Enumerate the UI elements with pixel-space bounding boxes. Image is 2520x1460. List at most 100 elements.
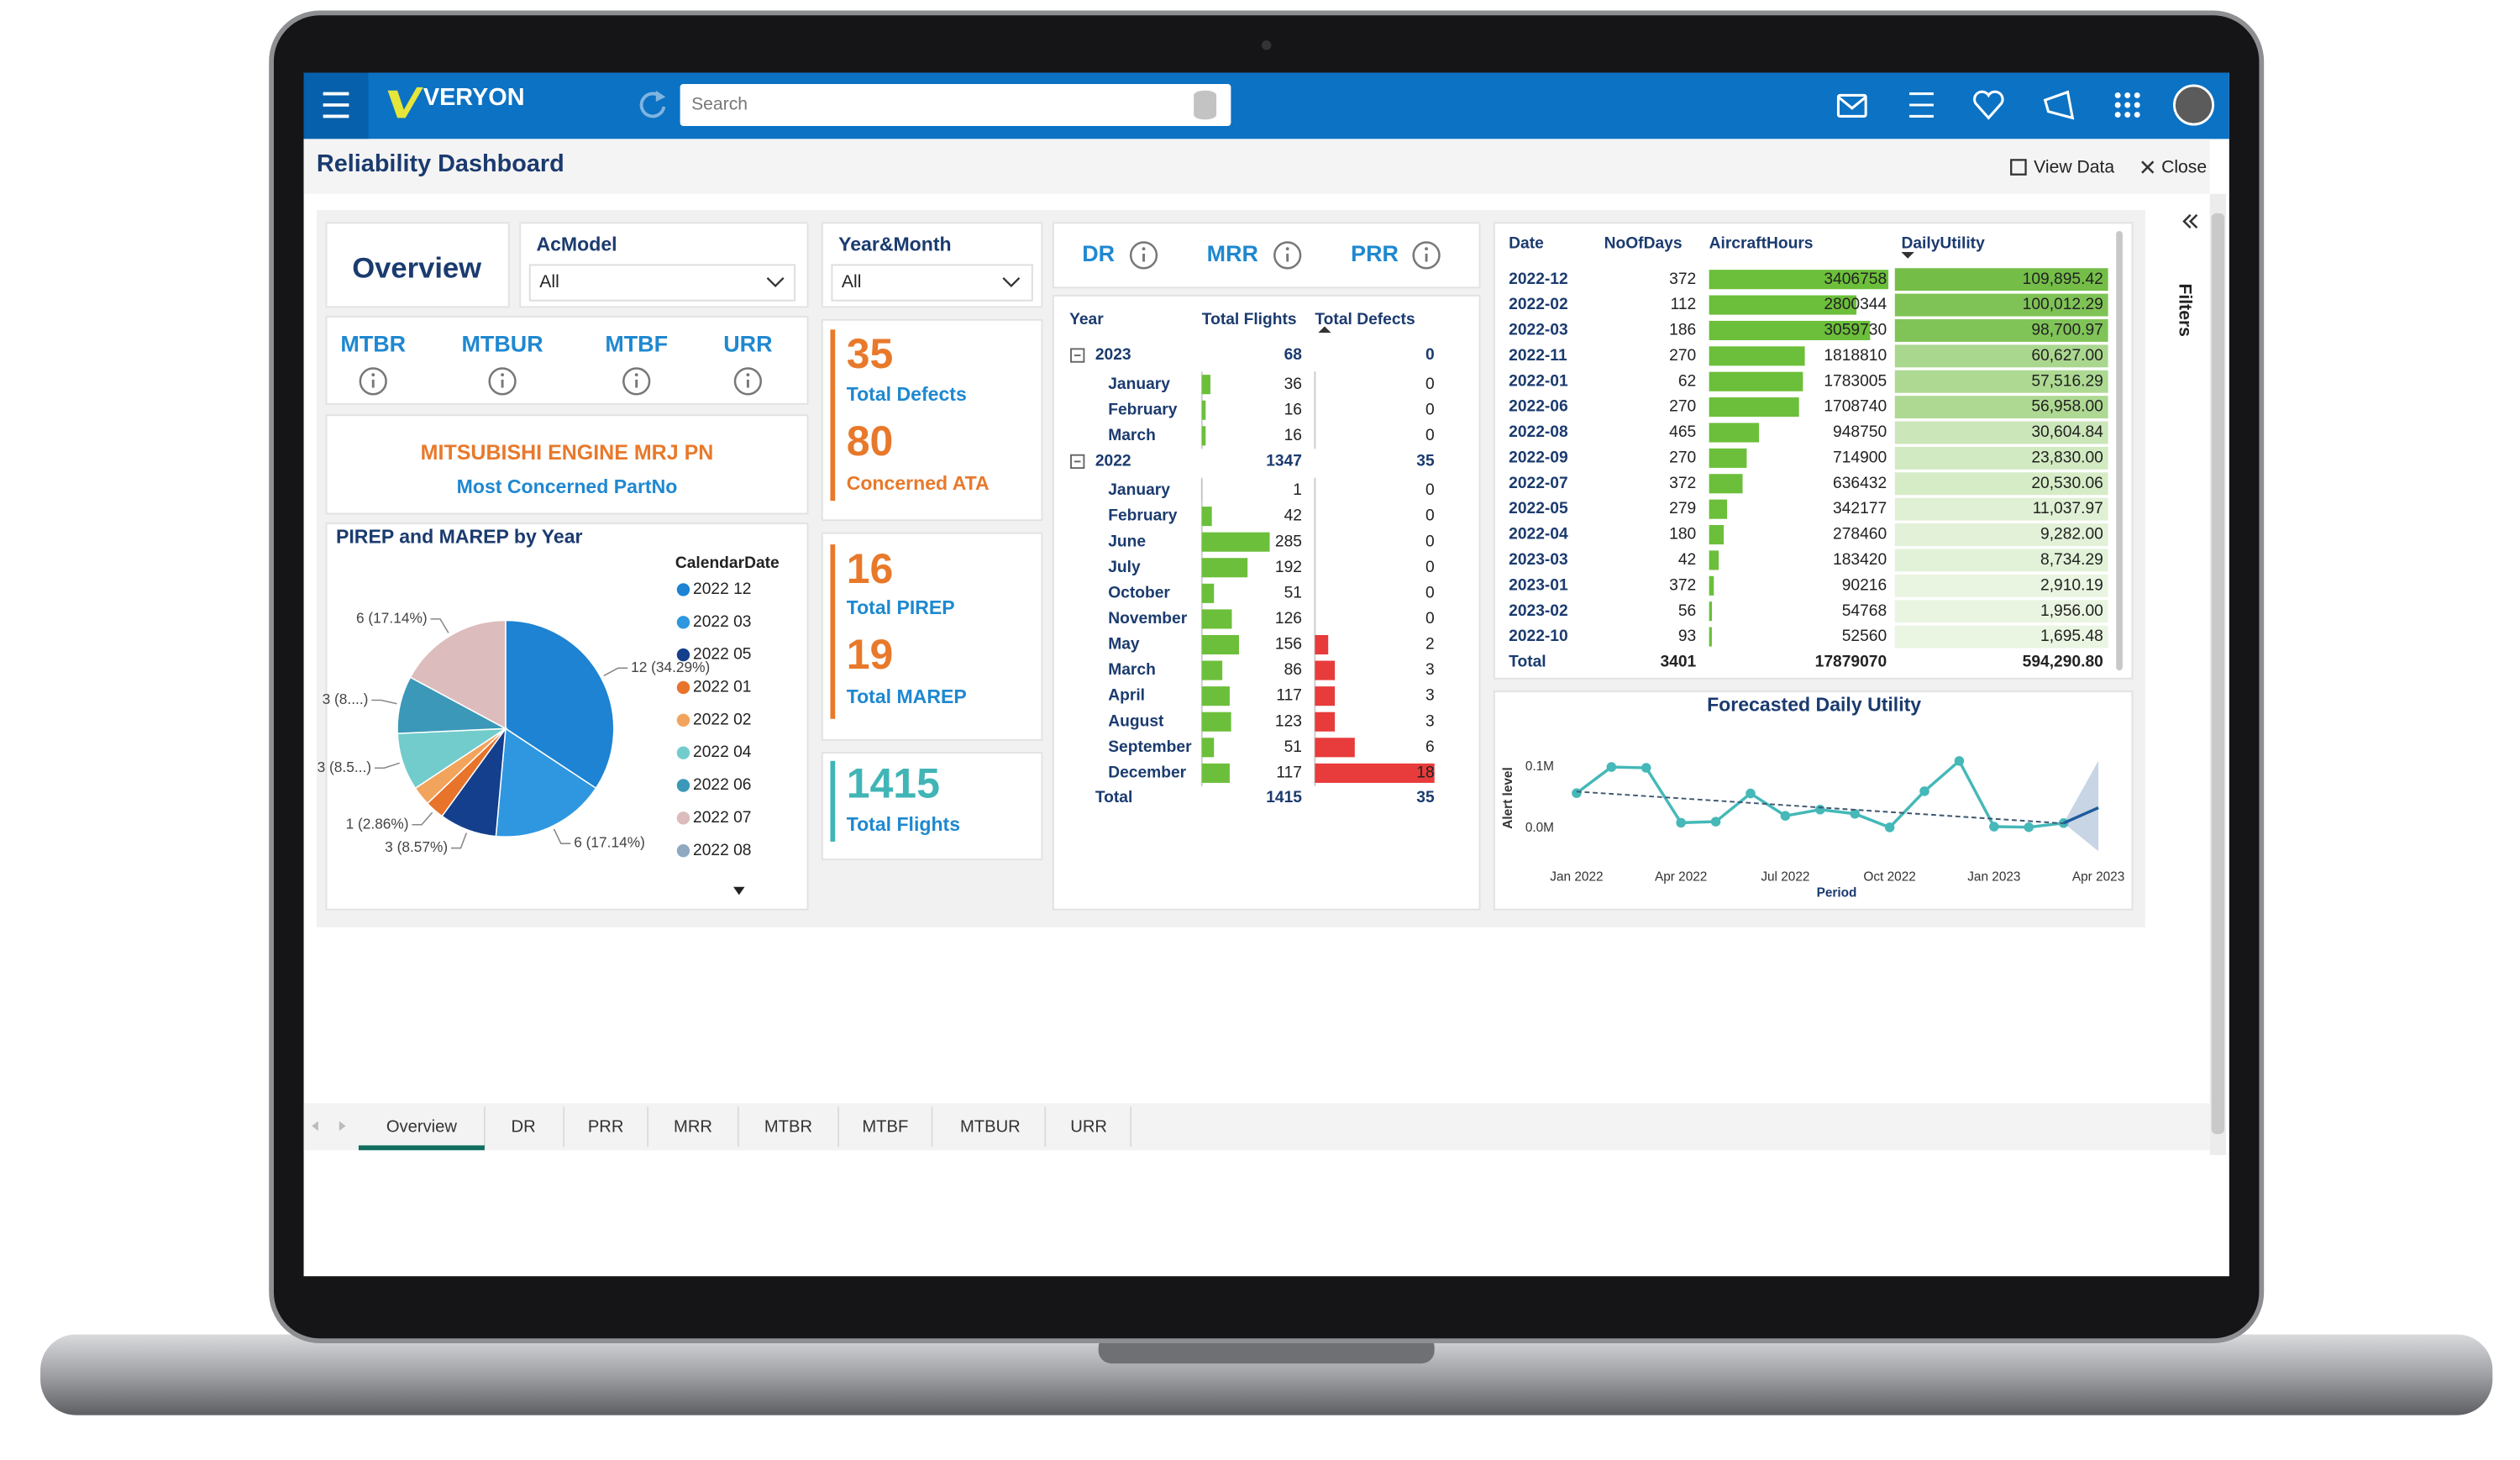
flights-value: 192 <box>1275 559 1302 576</box>
data-label: 12 (34.29%) <box>631 659 710 675</box>
month-label: November <box>1108 610 1188 628</box>
month-label: December <box>1108 764 1186 781</box>
metric-button[interactable]: MTBR <box>340 332 406 357</box>
month-label: March <box>1108 661 1156 679</box>
filters-pane-label[interactable]: Filters <box>2175 284 2194 337</box>
legend-marker <box>676 616 690 629</box>
x-tick-label: Jan 2023 <box>1967 869 2020 884</box>
tab-prev[interactable] <box>312 1121 318 1132</box>
legend-label: 2022 04 <box>693 743 752 761</box>
x-tick-label: Apr 2023 <box>2072 869 2124 884</box>
kpi-label: Concerned ATA <box>847 472 990 494</box>
rate-button[interactable]: MRR <box>1207 241 1258 266</box>
info-icon[interactable] <box>359 367 387 396</box>
flights-value: 42 <box>1284 507 1302 525</box>
slicer-dropdown[interactable] <box>528 264 796 302</box>
page-tab[interactable]: Overview <box>386 1118 458 1137</box>
defects-value: 0 <box>1425 559 1435 576</box>
y-tick-label: 0.1M <box>1525 759 1554 774</box>
series-marker <box>1710 817 1721 827</box>
page-tab[interactable]: DR <box>511 1118 535 1137</box>
x-tick-label: Jul 2022 <box>1761 869 1809 884</box>
defects-value: 0 <box>1425 376 1435 393</box>
column-header: NoOfDays <box>1604 234 1683 252</box>
kpi-label: Total PIREP <box>847 596 955 618</box>
title-bar <box>303 139 2210 194</box>
dropdown-chevron <box>766 276 785 288</box>
tab-next[interactable] <box>339 1121 346 1132</box>
hours-bar <box>1709 499 1728 519</box>
view-data-icon[interactable] <box>2010 159 2027 176</box>
flights-value: 156 <box>1275 636 1302 654</box>
rate-button[interactable]: DR <box>1082 241 1115 266</box>
flights-value: 123 <box>1275 712 1302 730</box>
defects-value: 0 <box>1425 533 1435 550</box>
kpi-value: 19 <box>847 631 894 678</box>
card <box>1052 294 1481 911</box>
apps-icon[interactable] <box>2114 92 2140 118</box>
slicer-dropdown[interactable] <box>831 264 1033 302</box>
page-tab[interactable]: MRR <box>674 1118 712 1137</box>
flights-bar <box>1201 712 1231 732</box>
avatar[interactable] <box>2173 84 2215 126</box>
close-icon[interactable] <box>2141 160 2155 174</box>
defects-bar <box>1315 738 1355 758</box>
hours-bar <box>1709 525 1725 545</box>
flights-bar <box>1201 507 1212 527</box>
info-icon[interactable] <box>1129 241 1158 270</box>
info-icon[interactable] <box>1273 241 1302 270</box>
utility-cell-shade <box>1894 344 2108 368</box>
info-icon[interactable] <box>1412 241 1441 270</box>
search-box[interactable] <box>680 84 1231 127</box>
utility-cell: 9,282.00 <box>2040 526 2103 544</box>
group-flights: 68 <box>1284 346 1303 364</box>
defects-bar <box>1315 660 1336 680</box>
defects-value: 0 <box>1425 610 1435 628</box>
scrollbar-thumb[interactable] <box>2211 213 2225 1135</box>
x-tick-label: Jan 2022 <box>1550 869 1603 884</box>
utility-cell: 56,958.00 <box>2031 398 2103 416</box>
page-tab[interactable]: URR <box>1070 1118 1107 1137</box>
slicer-value: All <box>539 272 559 291</box>
metric-button[interactable]: MTBUR <box>461 332 543 357</box>
metric-button[interactable]: URR <box>723 332 772 357</box>
days-cell: 372 <box>1669 270 1696 288</box>
refresh-icon[interactable] <box>639 92 666 118</box>
defects-bar <box>1315 634 1329 655</box>
month-label: October <box>1108 584 1170 601</box>
utility-cell: 2,910.19 <box>2040 576 2103 594</box>
view-data-button[interactable]: View Data <box>2034 158 2114 177</box>
group-defects: 0 <box>1425 346 1435 364</box>
menu-icon[interactable] <box>323 92 349 118</box>
page-tab[interactable]: MTBUR <box>960 1118 1021 1137</box>
legend-more[interactable] <box>733 886 745 895</box>
search-placeholder[interactable]: Search <box>691 95 748 114</box>
toolbar-icons[interactable] <box>1836 90 2075 120</box>
days-cell: 62 <box>1678 372 1696 390</box>
info-icon[interactable] <box>733 367 763 396</box>
metric-button[interactable]: MTBF <box>605 332 668 357</box>
close-button[interactable]: Close <box>2161 158 2207 177</box>
column-header: Total Flights <box>1202 311 1297 328</box>
hours-cell: 948750 <box>1833 423 1887 441</box>
days-cell: 180 <box>1669 526 1696 544</box>
hours-cell: 636432 <box>1833 475 1887 492</box>
info-icon[interactable] <box>622 367 651 396</box>
date-cell: 2022-06 <box>1509 398 1568 416</box>
collapse-icon[interactable] <box>2188 213 2198 229</box>
database-icon[interactable] <box>1194 90 1217 120</box>
group-label: 2023 <box>1095 346 1131 364</box>
page-tab[interactable]: MTBR <box>764 1118 812 1137</box>
collapse-icon[interactable] <box>2182 213 2192 229</box>
flights-value: 51 <box>1284 584 1302 601</box>
rate-button[interactable]: PRR <box>1351 241 1399 266</box>
info-icon[interactable] <box>488 367 517 396</box>
utility-cell: 11,037.97 <box>2033 500 2103 517</box>
utility-cell-shade <box>1894 268 2108 291</box>
data-label: 6 (17.14%) <box>356 609 428 626</box>
hours-cell: 52560 <box>1842 628 1887 645</box>
page-tab[interactable]: PRR <box>588 1118 624 1137</box>
page-tab[interactable]: MTBF <box>862 1118 908 1137</box>
days-cell: 56 <box>1678 602 1696 620</box>
defects-value: 0 <box>1425 401 1435 418</box>
